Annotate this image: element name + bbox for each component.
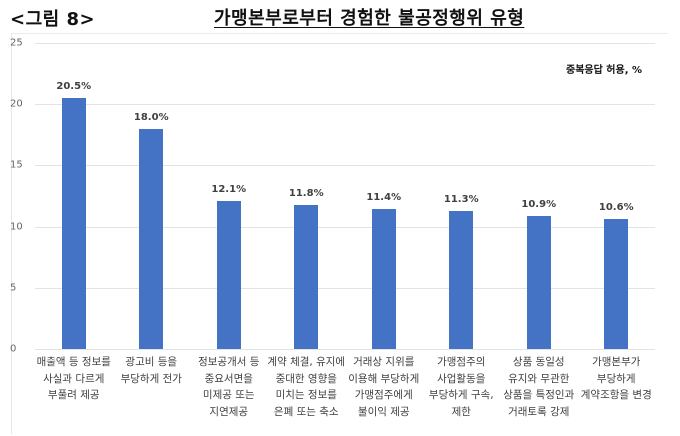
figure-label: <그림 8> — [10, 9, 96, 30]
x-category-label: 가맹점주의 사업활동을 부당하게 구속, 제한 — [428, 356, 494, 418]
bar-value-label: 18.0% — [133, 111, 169, 123]
chart-note: 중복응답 허용, % — [566, 65, 642, 76]
x-category-label: 계약 체결, 유지에 중대한 영향을 미치는 정보를 은폐 또는 축소 — [267, 356, 346, 418]
bar — [604, 219, 629, 349]
y-tick-label: 0 — [10, 343, 17, 355]
bar-value-label: 11.3% — [443, 193, 479, 205]
x-category-label: 정보공개서 등 중요서면을 미제공 또는 지연제공 — [198, 356, 260, 418]
x-category-label: 상품 동일성 유지와 무관한 상품을 특정인과 거래토록 강제 — [503, 356, 575, 418]
bar-value-label: 10.6% — [598, 202, 634, 214]
y-tick-label: 5 — [10, 282, 17, 294]
gridline — [35, 165, 655, 167]
bar — [139, 128, 164, 349]
bar — [371, 209, 396, 349]
bar — [61, 98, 86, 349]
x-category-label: 매출액 등 정보를 사실과 다르게 부풀려 제공 — [36, 356, 111, 401]
bar-value-label: 12.1% — [211, 183, 247, 195]
x-category-label: 광고비 등을 부당하게 전가 — [120, 356, 182, 385]
gridline — [35, 287, 655, 289]
gridline — [35, 43, 655, 44]
bar-value-label: 11.8% — [288, 187, 324, 199]
plot-area: 0 5 10 15 20 25 20.5% 18.0% 12.1% 11.8% 11.4% 11.3%… — [10, 38, 655, 355]
chart-frame — [11, 33, 668, 434]
y-tick-label: 25 — [10, 37, 23, 49]
bar-value-label: 11.4% — [366, 192, 402, 204]
bar — [294, 204, 319, 349]
y-tick-label: 10 — [10, 221, 23, 233]
gridline — [35, 226, 655, 228]
bar-value-label: 20.5% — [56, 81, 92, 93]
x-category-label: 가맹본부가 부당하게 계약조항을 변경 — [580, 356, 652, 401]
y-tick-label: 15 — [10, 159, 23, 171]
bar — [216, 200, 241, 349]
gridline — [35, 104, 655, 106]
y-tick-label: 20 — [10, 98, 23, 110]
bar — [449, 210, 474, 349]
chart-title: 가맹본부로부터 경험한 불공정행위 유형 — [214, 8, 525, 29]
bar — [526, 215, 551, 349]
gridline — [35, 349, 655, 350]
x-category-label: 거래상 지위를 이용해 부당하게 가맹점주에게 불이익 제공 — [348, 356, 420, 418]
bar-value-label: 10.9% — [521, 198, 557, 210]
